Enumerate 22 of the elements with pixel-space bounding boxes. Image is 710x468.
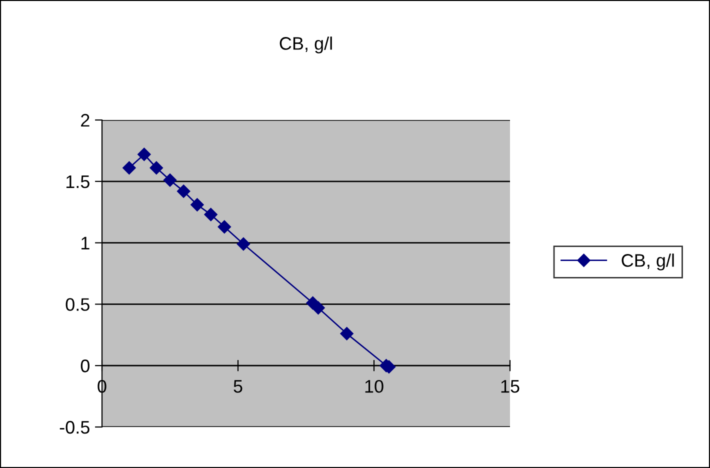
point [190, 198, 204, 212]
point [340, 327, 354, 340]
y-tick-label: 2 [81, 114, 90, 127]
point [177, 184, 190, 198]
y-tick-label: 1 [82, 236, 90, 250]
point [138, 148, 151, 161]
x-tick-label: 15 [501, 380, 520, 393]
y-tick-label: 0 [80, 360, 90, 372]
x-tick-label: 10 [365, 380, 384, 393]
point [236, 237, 250, 251]
legend-label: CB, g/l [622, 254, 674, 270]
point [163, 174, 177, 187]
point [204, 208, 218, 222]
point [150, 161, 163, 174]
x-tick-label: 5 [234, 380, 242, 393]
point [122, 161, 136, 174]
y-tick-label: 0.5 [66, 298, 90, 311]
point [218, 220, 231, 234]
y-tick-label: 1.5 [66, 176, 90, 188]
chart-title: CB, g/l [280, 36, 332, 54]
y-tick-label: -0.5 [60, 420, 90, 434]
point [312, 301, 325, 314]
